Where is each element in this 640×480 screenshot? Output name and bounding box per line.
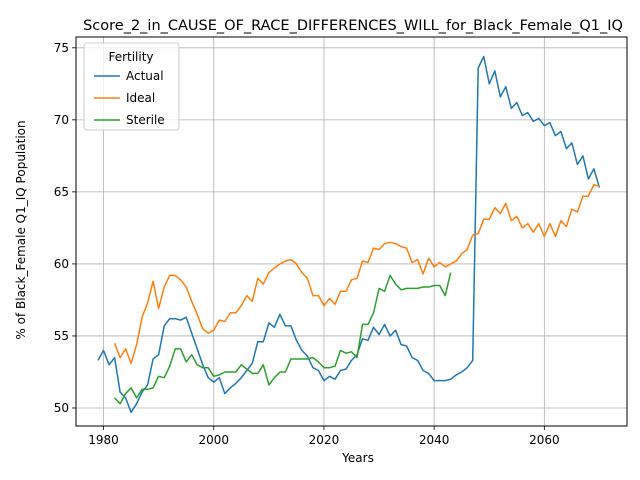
legend: Fertility Actual Ideal Sterile (83, 42, 180, 131)
legend-label-actual: Actual (126, 69, 164, 83)
axis-ticks: 1980 2000 2020 2040 2060 50 55 60 65 70 75 (54, 41, 560, 447)
x-tick-label: 2000 (198, 433, 229, 447)
x-axis-label: Years (341, 451, 374, 465)
plot-frame (75, 36, 628, 427)
y-tick-label: 70 (54, 113, 69, 127)
y-tick-label: 60 (54, 257, 69, 271)
x-tick-label: 2060 (529, 433, 560, 447)
y-axis-label: % of Black_Female Q1_IQ Population (14, 120, 28, 339)
y-tick-label: 50 (54, 401, 69, 415)
y-tick-label: 75 (54, 41, 69, 55)
series-line-actual (97, 55, 601, 414)
legend-label-ideal: Ideal (126, 91, 155, 105)
x-tick-label: 1980 (88, 433, 119, 447)
series-line-ideal (113, 183, 600, 365)
y-tick-label: 55 (54, 329, 69, 343)
chart-title: Score_2_in_CAUSE_OF_RACE_DIFFERENCES_WIL… (83, 18, 623, 34)
legend-label-sterile: Sterile (126, 113, 165, 127)
legend-box (83, 42, 180, 131)
series-line-sterile (114, 272, 452, 405)
x-tick-label: 2040 (419, 433, 450, 447)
y-tick-label: 65 (54, 185, 69, 199)
series-lines (97, 55, 601, 414)
legend-title: Fertility (108, 50, 153, 64)
x-tick-label: 2020 (309, 433, 340, 447)
